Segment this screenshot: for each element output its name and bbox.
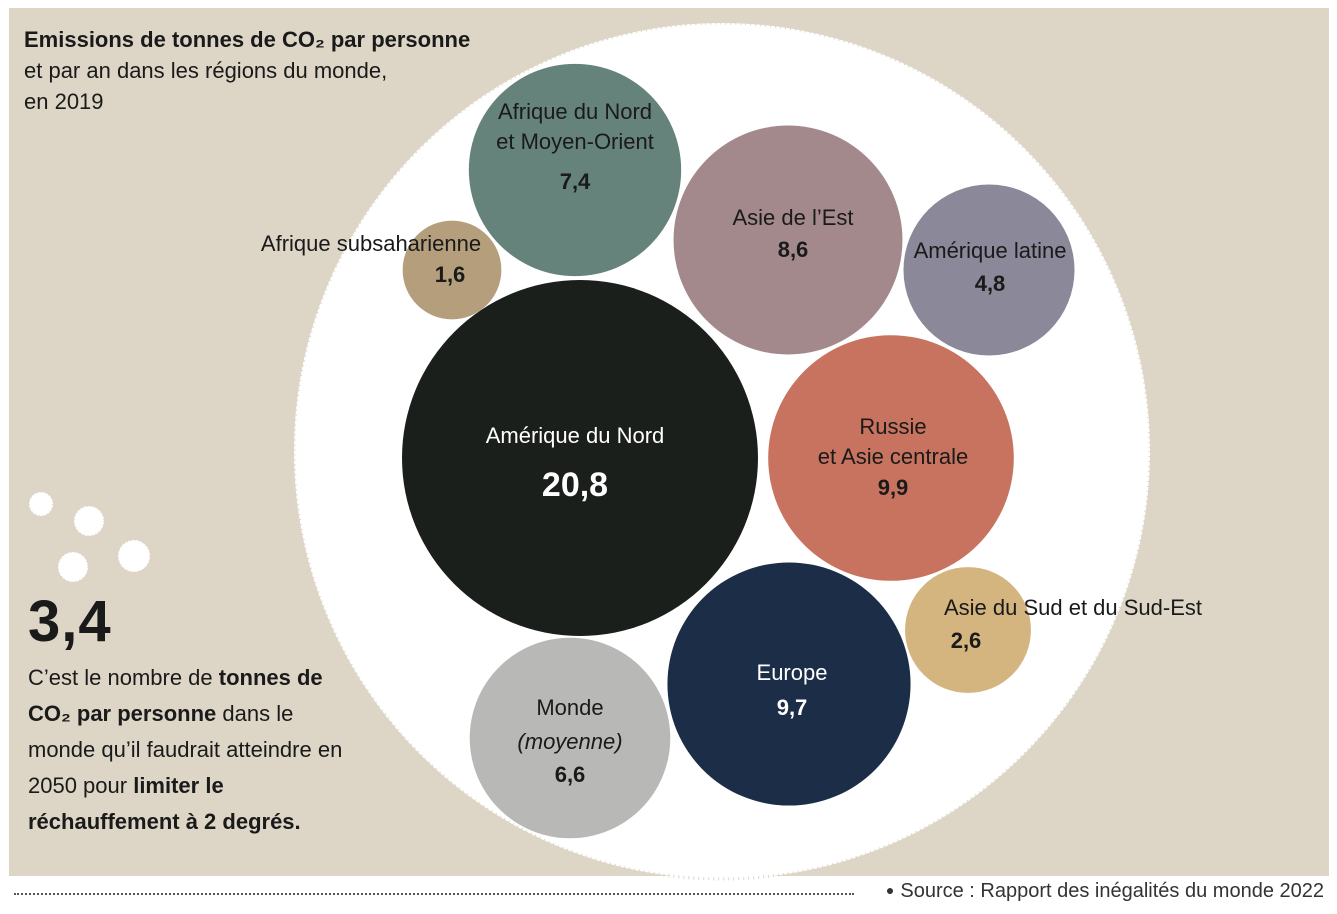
title-sub-2: en 2019 xyxy=(24,89,104,114)
bubble-label-8-0: Afrique subsaharienne xyxy=(261,231,481,256)
decor-dot-1 xyxy=(28,491,54,517)
decor-dot-2 xyxy=(73,505,105,537)
callout-text: C’est le nombre de tonnes de CO₂ par per… xyxy=(28,660,358,840)
bubble-label-0-0: Amérique du Nord xyxy=(486,423,665,448)
dotted-rule xyxy=(14,893,854,895)
bubble-4 xyxy=(468,63,682,277)
bubble-label-4-0: Afrique du Nord xyxy=(498,99,652,124)
bubble-value-5: 6,6 xyxy=(555,762,586,787)
callout: 3,4 C’est le nombre de tonnes de CO₂ par… xyxy=(28,590,358,840)
bubble-value-1: 9,9 xyxy=(878,475,909,500)
bubble-5 xyxy=(469,637,671,839)
bubble-value-7: 2,6 xyxy=(951,628,982,653)
bubble-label-2-0: Europe xyxy=(757,660,828,685)
bubble-6 xyxy=(903,184,1075,356)
bubble-label-5-0: Monde xyxy=(536,695,603,720)
bubble-label-3-0: Asie de l’Est xyxy=(732,205,853,230)
bubble-label-1-0: Russie xyxy=(859,414,926,439)
bubble-label-7-0: Asie du Sud et du Sud-Est xyxy=(944,595,1202,620)
title-sub-1: et par an dans les régions du monde, xyxy=(24,58,388,83)
title-main: Emissions de tonnes de CO₂ par personne xyxy=(24,27,471,52)
bubble-label-6-0: Amérique latine xyxy=(914,238,1067,263)
callout-text-2: dans le monde qu’il faudrait atteindre e… xyxy=(28,701,343,798)
bubble-value-2: 9,7 xyxy=(777,695,808,720)
bubble-1 xyxy=(768,335,1014,581)
bubble-value-4: 7,4 xyxy=(560,169,591,194)
decorative-dots xyxy=(28,491,151,583)
bubble-3 xyxy=(673,125,903,355)
bubble-2 xyxy=(667,562,911,806)
callout-text-1: C’est le nombre de xyxy=(28,665,219,690)
bubble-value-8: 1,6 xyxy=(435,262,466,287)
footer: ● Source : Rapport des inégalités du mond… xyxy=(14,878,1324,908)
source-text: Source : Rapport des inégalités du monde… xyxy=(900,880,1324,902)
bubble-0 xyxy=(402,280,758,636)
bubble-value-3: 8,6 xyxy=(778,237,809,262)
bubble-value-6: 4,8 xyxy=(975,271,1006,296)
callout-bold-1: tonnes de CO₂ par personne xyxy=(28,665,323,726)
decor-dot-4 xyxy=(57,551,89,583)
bubble-label-1-1: et Asie centrale xyxy=(818,444,968,469)
decor-dot-3 xyxy=(117,539,151,573)
bubble-label-4-1: et Moyen-Orient xyxy=(496,129,654,154)
callout-value: 3,4 xyxy=(28,589,112,654)
source-note: ● Source : Rapport des inégalités du mond… xyxy=(886,880,1324,903)
bullet-icon: ● xyxy=(885,882,895,898)
callout-bold-2: limiter le réchauffement à 2 degrés. xyxy=(28,773,301,834)
chart-title: Emissions de tonnes de CO₂ par personne … xyxy=(24,24,470,117)
bubble-7 xyxy=(905,567,1031,693)
bubble-value-0: 20,8 xyxy=(542,466,608,504)
bubble-label-5-1: (moyenne) xyxy=(517,729,622,754)
bubble-8 xyxy=(402,220,502,320)
